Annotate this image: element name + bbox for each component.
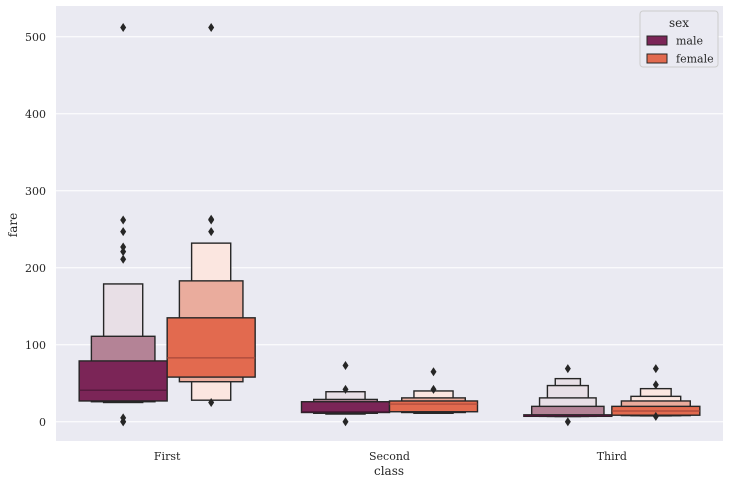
outlier-point (120, 242, 127, 252)
outlier-point (120, 417, 127, 427)
boxen-box-male-second (300, 401, 391, 414)
outlier-point (430, 367, 437, 377)
legend-swatch-male (646, 35, 668, 46)
boxen-box-female-second (388, 400, 479, 413)
outlier-point (208, 215, 215, 225)
outlier-point (564, 364, 571, 374)
outlier-point (652, 364, 659, 374)
outlier-point (120, 254, 127, 264)
legend-label-male: male (676, 35, 703, 48)
legend-swatch-female (646, 53, 668, 64)
outlier-point (208, 227, 215, 237)
legend: sex male female (639, 10, 719, 68)
outliers-layer (120, 23, 659, 427)
legend-label-female: female (676, 53, 714, 66)
y-axis-label: fare (6, 213, 20, 237)
x-tick-labels: First Second Third (154, 450, 627, 463)
boxen-box-female-first (166, 317, 256, 378)
outlier-point (342, 361, 349, 371)
outlier-point (120, 23, 127, 33)
outlier-point (120, 247, 127, 257)
legend-title: sex (669, 16, 689, 30)
y-tick-label: 200 (25, 262, 46, 275)
outlier-point (208, 398, 215, 408)
boxen-box-male-first (78, 360, 168, 402)
y-tick-label: 300 (25, 185, 46, 198)
outlier-point (564, 417, 571, 427)
x-axis-label: class (374, 464, 404, 478)
y-tick-label: 400 (25, 108, 46, 121)
outlier-point (652, 411, 659, 421)
outlier-point (652, 380, 659, 390)
outlier-point (342, 417, 349, 427)
x-tick-label: Second (369, 450, 410, 463)
y-tick-label: 100 (25, 339, 46, 352)
x-tick-label: First (154, 450, 181, 463)
y-tick-label: 0 (39, 416, 46, 429)
y-tick-label: 500 (25, 31, 46, 44)
boxes-layer (78, 242, 701, 418)
outlier-point (120, 215, 127, 225)
outlier-point (208, 23, 215, 33)
outlier-point (120, 227, 127, 237)
legend-frame (639, 10, 719, 68)
x-tick-label: Third (597, 450, 627, 463)
outlier-point (430, 384, 437, 394)
y-tick-labels: 0 100 200 300 400 500 (25, 31, 46, 429)
outlier-point (342, 384, 349, 394)
